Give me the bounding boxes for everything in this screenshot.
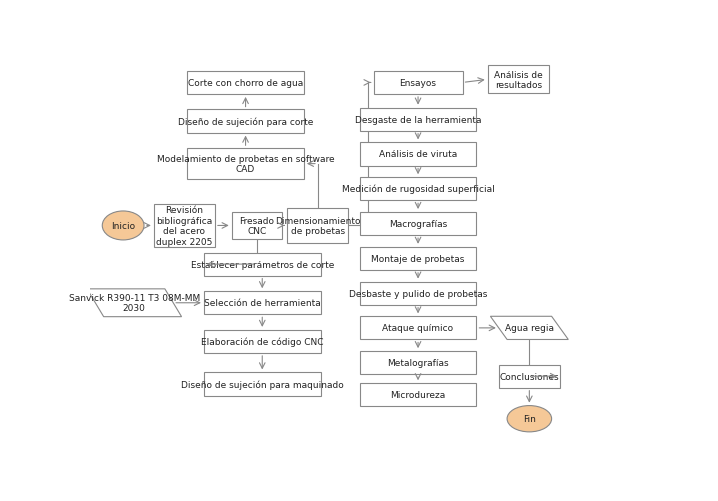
Text: Dimensionamiento
de probetas: Dimensionamiento de probetas	[275, 216, 360, 235]
Ellipse shape	[102, 211, 144, 240]
Text: Elaboración de código CNC: Elaboración de código CNC	[201, 337, 324, 347]
Text: Diseño de sujeción para corte: Diseño de sujeción para corte	[178, 117, 313, 127]
FancyBboxPatch shape	[360, 383, 477, 406]
FancyBboxPatch shape	[187, 110, 304, 133]
FancyBboxPatch shape	[360, 247, 477, 271]
Text: Corte con chorro de agua: Corte con chorro de agua	[188, 79, 303, 88]
FancyBboxPatch shape	[360, 351, 477, 375]
Text: Metalografías: Metalografías	[387, 358, 449, 367]
Text: Análisis de
resultados: Análisis de resultados	[494, 71, 543, 90]
Text: Medición de rugosidad superficial: Medición de rugosidad superficial	[342, 184, 495, 194]
Text: Sanvick R390-11 T3 08M-MM
2030: Sanvick R390-11 T3 08M-MM 2030	[69, 294, 200, 313]
Text: Fresado
CNC: Fresado CNC	[239, 216, 274, 235]
FancyBboxPatch shape	[187, 149, 304, 180]
Text: Selección de herramienta: Selección de herramienta	[204, 299, 321, 308]
FancyBboxPatch shape	[360, 143, 477, 166]
Text: Ataque químico: Ataque químico	[383, 324, 454, 333]
Text: Diseño de sujeción para maquinado: Diseño de sujeción para maquinado	[181, 379, 344, 389]
FancyBboxPatch shape	[360, 108, 477, 131]
Text: Inicio: Inicio	[111, 221, 135, 230]
FancyBboxPatch shape	[204, 330, 321, 353]
FancyBboxPatch shape	[360, 282, 477, 305]
FancyBboxPatch shape	[499, 365, 560, 388]
Polygon shape	[490, 317, 569, 340]
FancyBboxPatch shape	[373, 72, 462, 95]
Text: Fin: Fin	[523, 414, 536, 423]
Text: Revisión
bibliográfica
del acero
duplex 2205: Revisión bibliográfica del acero duplex …	[156, 206, 213, 246]
FancyBboxPatch shape	[360, 212, 477, 235]
Text: Montaje de probetas: Montaje de probetas	[371, 255, 465, 264]
FancyBboxPatch shape	[204, 292, 321, 315]
Text: Desgaste de la herramienta: Desgaste de la herramienta	[355, 115, 481, 124]
FancyBboxPatch shape	[154, 205, 215, 247]
Text: Microdureza: Microdureza	[391, 390, 446, 399]
Text: Macrografías: Macrografías	[389, 219, 447, 228]
Polygon shape	[87, 289, 182, 317]
Text: Agua regia: Agua regia	[505, 324, 554, 333]
Text: Desbaste y pulido de probetas: Desbaste y pulido de probetas	[349, 289, 488, 298]
FancyBboxPatch shape	[204, 253, 321, 276]
Ellipse shape	[507, 406, 551, 432]
Text: Conclusiones: Conclusiones	[500, 372, 559, 381]
Text: Análisis de viruta: Análisis de viruta	[379, 150, 457, 159]
FancyBboxPatch shape	[232, 212, 281, 240]
FancyBboxPatch shape	[360, 317, 477, 340]
Text: Establecer parámetros de corte: Establecer parámetros de corte	[190, 260, 334, 269]
FancyBboxPatch shape	[488, 66, 549, 94]
FancyBboxPatch shape	[360, 178, 477, 201]
FancyBboxPatch shape	[287, 208, 348, 243]
FancyBboxPatch shape	[204, 373, 321, 396]
Text: Modelamiento de probetas en software
CAD: Modelamiento de probetas en software CAD	[157, 155, 335, 174]
FancyBboxPatch shape	[187, 72, 304, 95]
Text: Ensayos: Ensayos	[399, 79, 437, 88]
